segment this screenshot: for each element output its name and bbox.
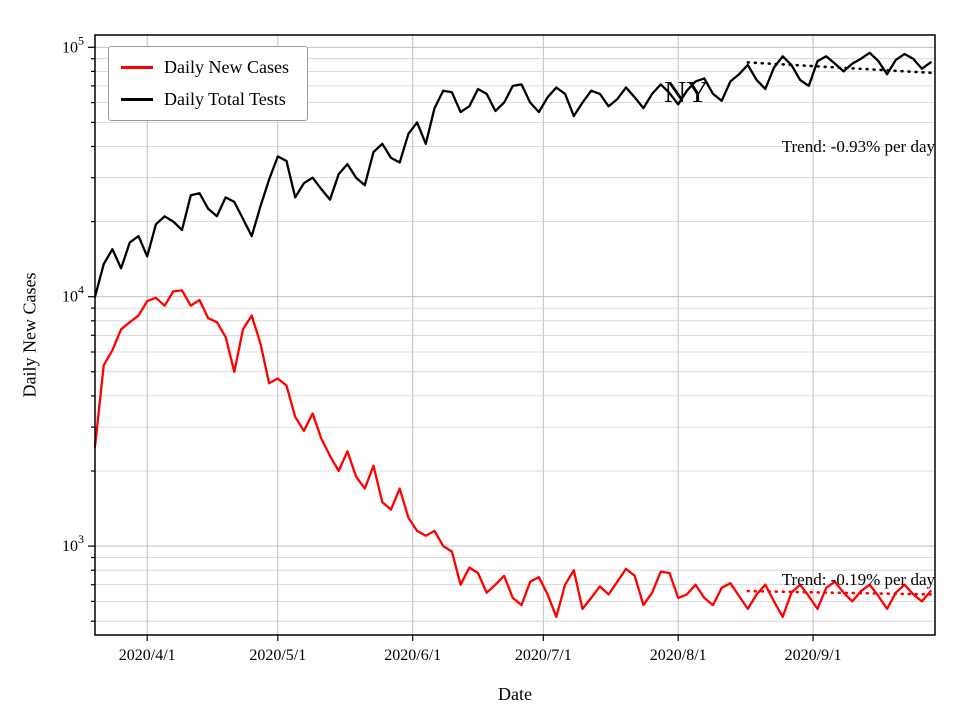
svg-text:104: 104 [62,283,84,306]
svg-text:103: 103 [62,532,84,555]
annotation-trend-cases: Trend: -0.19% per day [781,570,935,589]
svg-text:2020/4/1: 2020/4/1 [119,647,176,664]
svg-text:2020/8/1: 2020/8/1 [650,647,707,664]
annotation-trend-tests: Trend: -0.93% per day [781,137,935,156]
legend-line-red-icon [121,66,153,69]
legend-line-black-icon [121,98,153,101]
x-axis-label: Date [498,684,532,704]
svg-text:2020/5/1: 2020/5/1 [249,647,306,664]
legend-label-daily-total-tests: Daily Total Tests [164,89,286,109]
legend: Daily New Cases Daily Total Tests [108,46,308,121]
legend-item-daily-total-tests: Daily Total Tests [121,89,289,110]
legend-item-daily-new-cases: Daily New Cases [121,57,289,78]
legend-label-daily-new-cases: Daily New Cases [164,57,289,77]
svg-text:2020/6/1: 2020/6/1 [384,647,441,664]
annotation-state-label: NY [664,74,709,109]
svg-text:2020/9/1: 2020/9/1 [785,647,842,664]
svg-text:105: 105 [62,33,84,56]
svg-text:2020/7/1: 2020/7/1 [515,647,572,664]
y-axis-label: Daily New Cases [19,272,40,398]
